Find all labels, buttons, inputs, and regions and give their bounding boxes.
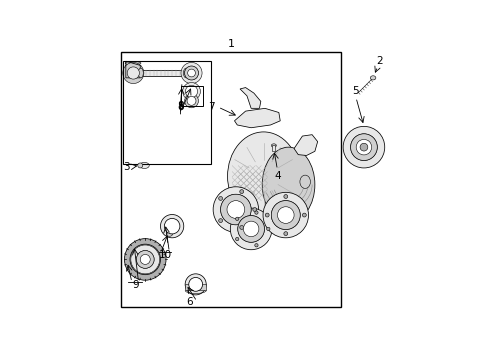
Circle shape — [181, 63, 202, 84]
Ellipse shape — [125, 67, 141, 70]
Circle shape — [213, 187, 259, 232]
Circle shape — [183, 82, 200, 100]
Circle shape — [302, 213, 306, 217]
Circle shape — [255, 211, 258, 214]
Ellipse shape — [166, 233, 172, 236]
Polygon shape — [235, 108, 280, 128]
Circle shape — [238, 216, 265, 242]
Text: 2: 2 — [377, 56, 383, 66]
Circle shape — [265, 213, 269, 217]
Circle shape — [188, 69, 196, 77]
Circle shape — [351, 134, 377, 161]
Circle shape — [236, 237, 239, 241]
Circle shape — [219, 197, 222, 201]
Ellipse shape — [300, 175, 311, 188]
Circle shape — [240, 225, 244, 229]
Text: 7: 7 — [208, 102, 215, 112]
Ellipse shape — [271, 144, 276, 147]
Circle shape — [164, 219, 180, 234]
Circle shape — [127, 67, 140, 79]
Ellipse shape — [138, 68, 143, 78]
Circle shape — [136, 251, 154, 268]
Text: 1: 1 — [228, 39, 235, 49]
Ellipse shape — [125, 75, 141, 79]
Circle shape — [267, 227, 270, 231]
Ellipse shape — [183, 68, 189, 78]
Ellipse shape — [125, 62, 141, 65]
Bar — [123, 61, 211, 164]
Text: 6: 6 — [186, 297, 193, 307]
Circle shape — [219, 219, 222, 222]
Circle shape — [131, 245, 160, 274]
Bar — [272, 145, 275, 151]
Text: 3: 3 — [123, 162, 130, 172]
Ellipse shape — [138, 163, 143, 168]
Text: 8: 8 — [177, 103, 184, 112]
Circle shape — [140, 255, 150, 264]
Ellipse shape — [140, 162, 149, 168]
Circle shape — [240, 190, 244, 194]
Bar — [181, 86, 203, 105]
Circle shape — [255, 244, 258, 247]
Circle shape — [189, 278, 203, 291]
Circle shape — [284, 232, 288, 235]
Circle shape — [220, 194, 251, 225]
Circle shape — [130, 244, 161, 275]
Circle shape — [230, 208, 272, 250]
Ellipse shape — [370, 76, 376, 80]
Bar — [140, 69, 186, 76]
Circle shape — [360, 143, 368, 151]
Ellipse shape — [125, 64, 141, 68]
Circle shape — [124, 239, 166, 280]
Circle shape — [356, 139, 372, 155]
Circle shape — [343, 126, 385, 168]
Bar — [121, 51, 341, 307]
Circle shape — [271, 201, 300, 229]
Ellipse shape — [125, 73, 141, 76]
Circle shape — [187, 96, 196, 105]
Circle shape — [227, 201, 245, 219]
Circle shape — [185, 66, 198, 80]
Text: 9: 9 — [132, 280, 139, 290]
Circle shape — [244, 221, 259, 237]
Circle shape — [220, 194, 251, 225]
Circle shape — [277, 207, 294, 223]
Circle shape — [136, 251, 154, 268]
Bar — [185, 284, 206, 291]
Circle shape — [253, 208, 257, 211]
Circle shape — [284, 194, 288, 198]
Circle shape — [123, 63, 144, 84]
Ellipse shape — [262, 147, 315, 222]
Polygon shape — [294, 135, 318, 156]
Text: 4: 4 — [274, 171, 281, 181]
Circle shape — [185, 274, 206, 295]
Circle shape — [161, 215, 184, 238]
Circle shape — [238, 216, 265, 242]
Text: 10: 10 — [159, 250, 172, 260]
Circle shape — [351, 134, 377, 161]
Text: 5: 5 — [353, 86, 359, 96]
Circle shape — [185, 94, 198, 108]
Text: 8: 8 — [177, 101, 184, 111]
Ellipse shape — [227, 132, 300, 221]
Circle shape — [185, 85, 197, 98]
Ellipse shape — [125, 70, 141, 73]
Circle shape — [236, 217, 239, 220]
Circle shape — [263, 192, 309, 238]
Circle shape — [185, 66, 198, 80]
Polygon shape — [240, 87, 261, 108]
Circle shape — [271, 201, 300, 229]
